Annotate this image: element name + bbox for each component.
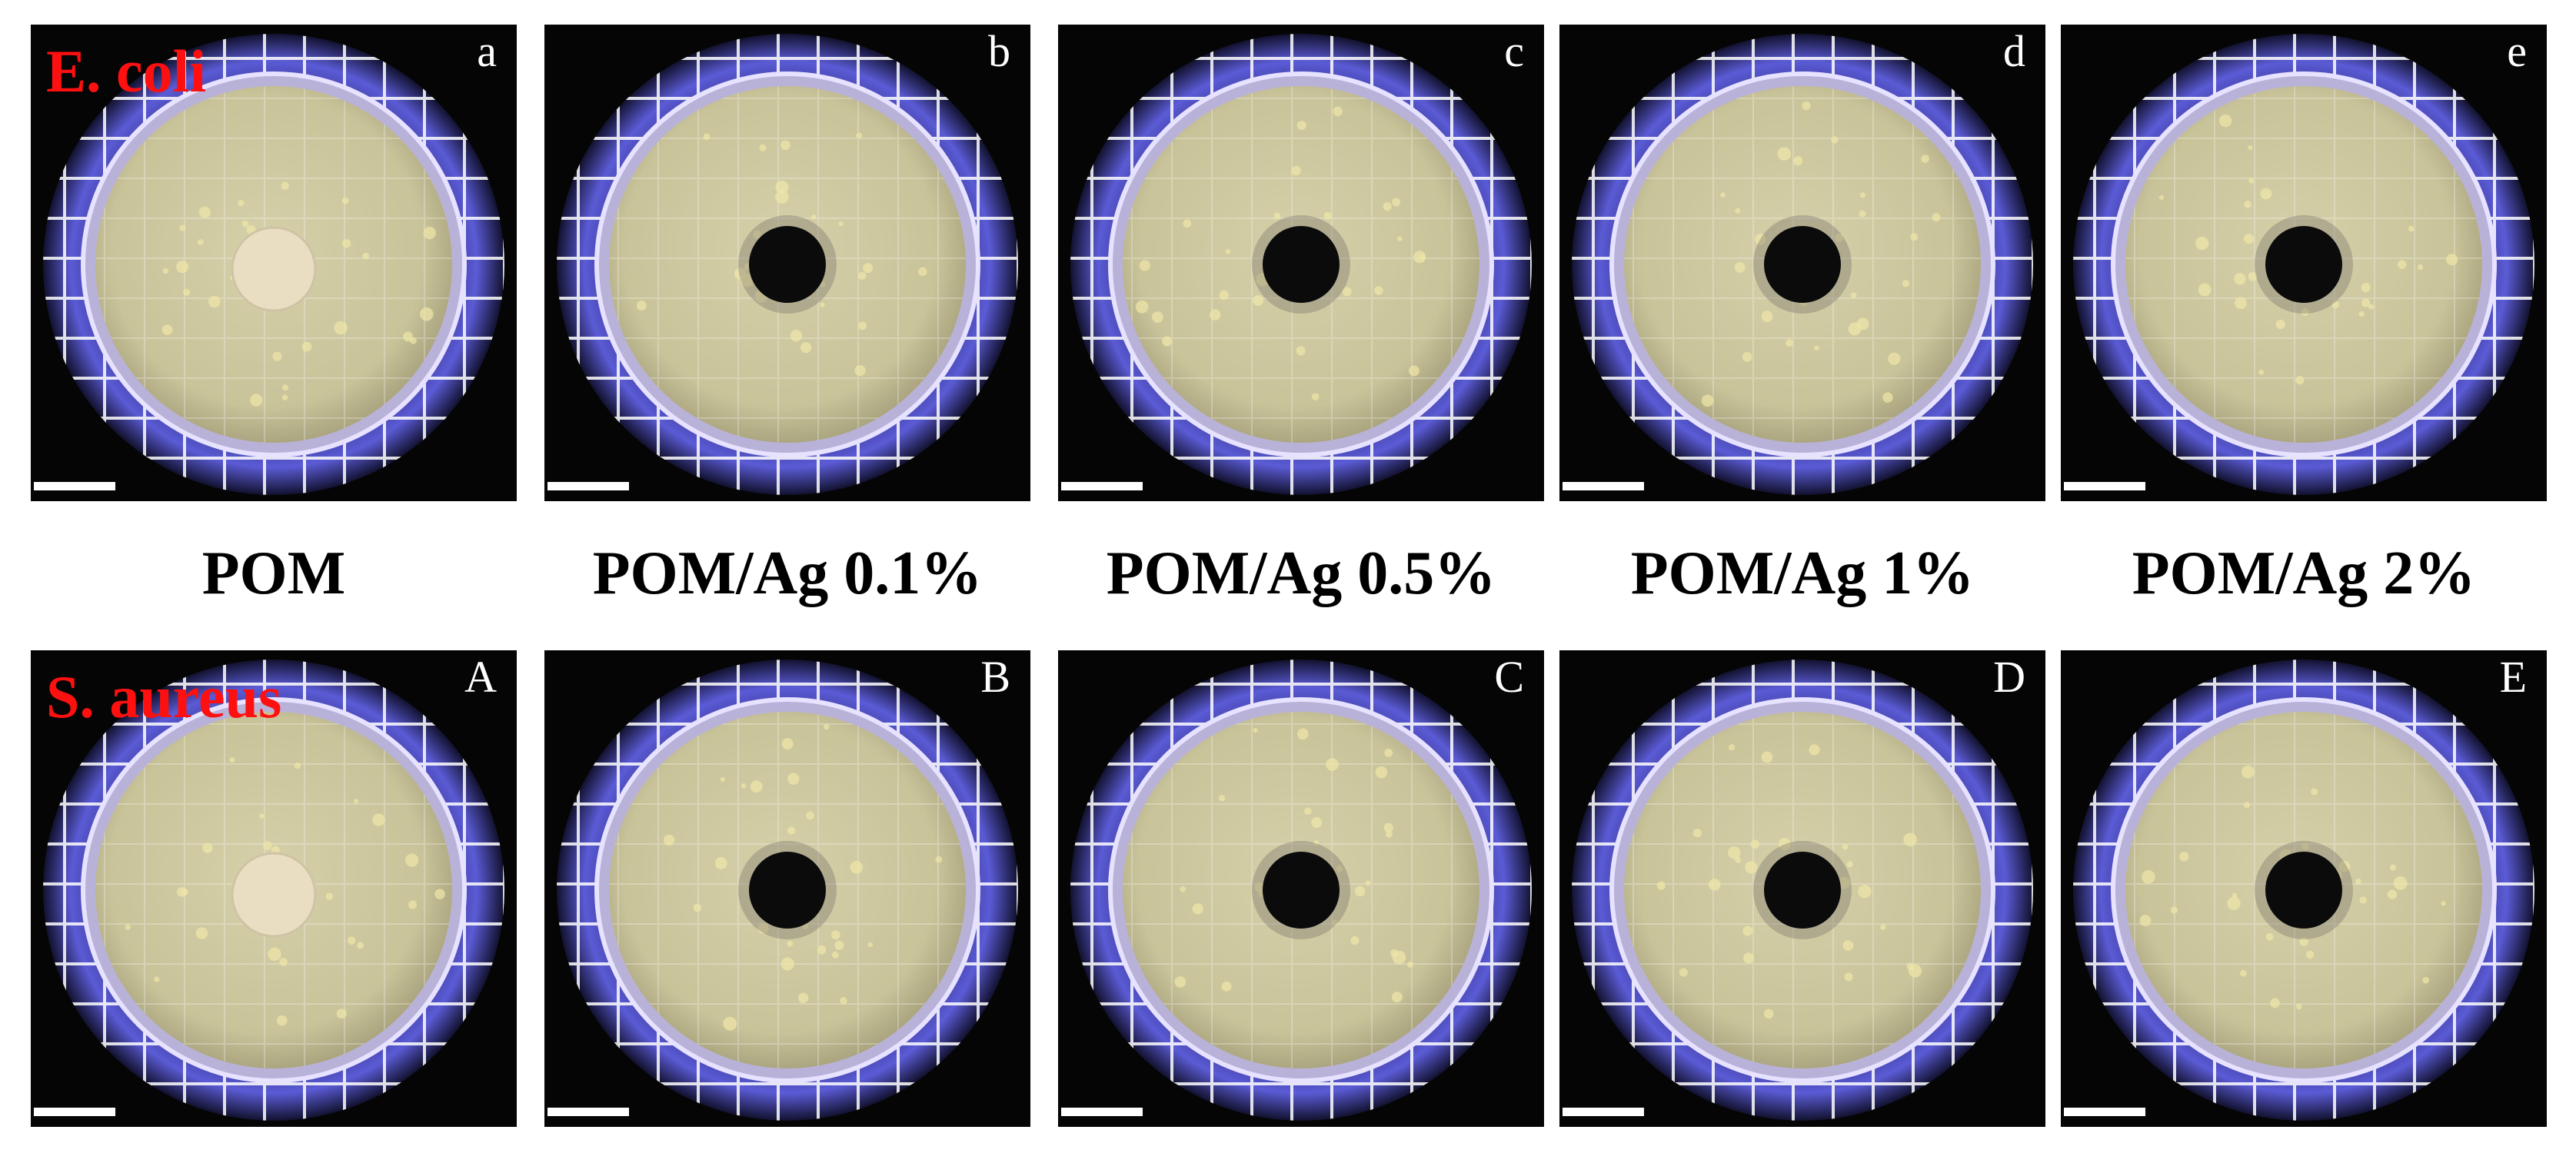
species-label-ecoli: E. coli — [46, 38, 206, 105]
panel-saureus-pom: S. aureus A — [31, 650, 517, 1127]
petri-dish-photo — [557, 660, 1018, 1121]
species-label-saureus: S. aureus — [46, 663, 282, 730]
petri-dish-photo — [1070, 660, 1532, 1121]
panel-saureus-ag01: B — [544, 650, 1030, 1127]
panel-letter: B — [980, 652, 1010, 702]
scale-bar — [2064, 1108, 2145, 1116]
panel-letter: C — [1494, 652, 1524, 702]
panel-ecoli-ag01: b — [544, 25, 1030, 501]
panel-saureus-ag1: D — [1559, 650, 2045, 1127]
scale-bar — [1061, 1108, 1143, 1116]
panel-ecoli-pom: E. coli a — [31, 25, 517, 501]
panel-saureus-ag05: C — [1058, 650, 1544, 1127]
petri-dish-photo — [43, 660, 504, 1121]
panel-saureus-ag2: E — [2061, 650, 2547, 1127]
petri-dish-photo — [43, 34, 504, 495]
panel-letter: d — [2003, 26, 2025, 76]
petri-dish-photo — [1572, 660, 2033, 1121]
sample-label-pom: POM — [201, 540, 346, 607]
panel-ecoli-ag1: d — [1559, 25, 2045, 501]
scale-bar — [547, 1108, 629, 1116]
panel-letter: E — [2499, 652, 2527, 702]
scale-bar — [1563, 482, 1644, 490]
panel-letter: A — [464, 652, 497, 702]
panel-letter: D — [1993, 652, 2025, 702]
scale-bar — [547, 482, 629, 490]
panel-ecoli-ag05: c — [1058, 25, 1544, 501]
petri-dish-photo — [1070, 34, 1532, 495]
panel-letter: a — [477, 26, 497, 76]
petri-dish-photo — [1572, 34, 2033, 495]
petri-dish-photo — [557, 34, 1018, 495]
scale-bar — [2064, 482, 2145, 490]
sample-label-ag2: POM/Ag 2% — [2132, 540, 2476, 607]
panel-ecoli-ag2: e — [2061, 25, 2547, 501]
sample-label-ag05: POM/Ag 0.5% — [1106, 540, 1496, 607]
sample-label-ag1: POM/Ag 1% — [1630, 540, 1975, 607]
sample-label-ag01: POM/Ag 0.1% — [592, 540, 983, 607]
scale-bar — [34, 1108, 115, 1116]
scale-bar — [1563, 1108, 1644, 1116]
panel-letter: b — [988, 26, 1010, 76]
scale-bar — [34, 482, 115, 490]
panel-letter: c — [1504, 26, 1524, 76]
petri-dish-photo — [2073, 660, 2534, 1121]
panel-letter: e — [2507, 26, 2527, 76]
scale-bar — [1061, 482, 1143, 490]
petri-dish-photo — [2073, 34, 2534, 495]
